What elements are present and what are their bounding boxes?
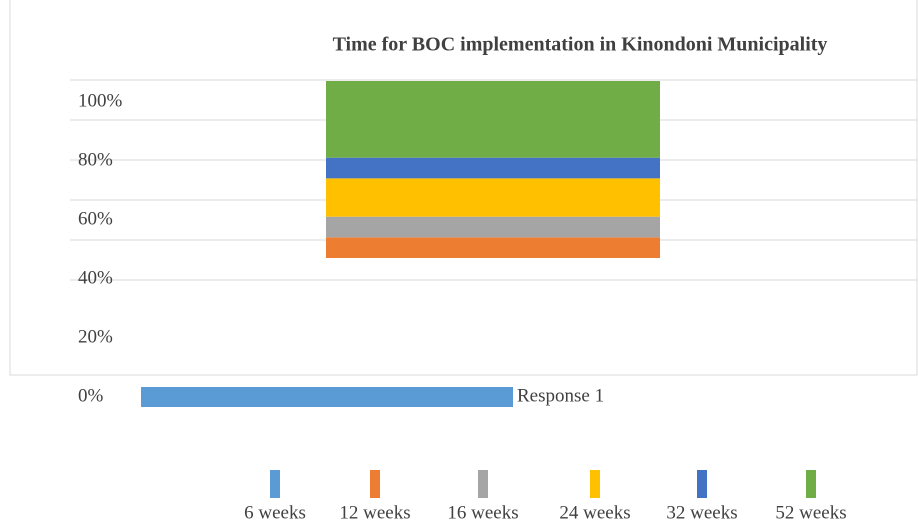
y-tick-label: 20% [78, 326, 113, 347]
y-tick-label: 80% [78, 149, 113, 170]
y-tick-label: 0% [78, 385, 104, 406]
legend-label: 32 weeks [666, 502, 737, 523]
legend-label: 12 weeks [339, 502, 410, 523]
legend-swatch [478, 470, 488, 498]
plot-frame [9, 0, 918, 376]
legend-swatch [697, 470, 707, 498]
y-tick-label: 60% [78, 208, 113, 229]
legend-label: 24 weeks [559, 502, 630, 523]
chart-title: Time for BOC implementation in Kinondoni… [333, 34, 828, 56]
x-tick-label: Response 1 [517, 385, 604, 406]
bar-segment [326, 216, 660, 238]
bar [141, 387, 513, 407]
legend-label: 6 weeks [244, 502, 306, 523]
legend-swatch [590, 470, 600, 498]
legend-label: 16 weeks [447, 502, 518, 523]
legend-label: 52 weeks [775, 502, 846, 523]
bar-segment [326, 157, 660, 179]
legend-swatch [370, 470, 380, 498]
bar-segment [326, 178, 660, 217]
y-tick-label: 40% [78, 267, 113, 288]
bar-segment [326, 81, 660, 158]
legend-swatch [806, 470, 816, 498]
bar-segment [326, 237, 660, 258]
y-tick-label: 100% [78, 90, 123, 111]
legend-swatch [270, 470, 280, 498]
